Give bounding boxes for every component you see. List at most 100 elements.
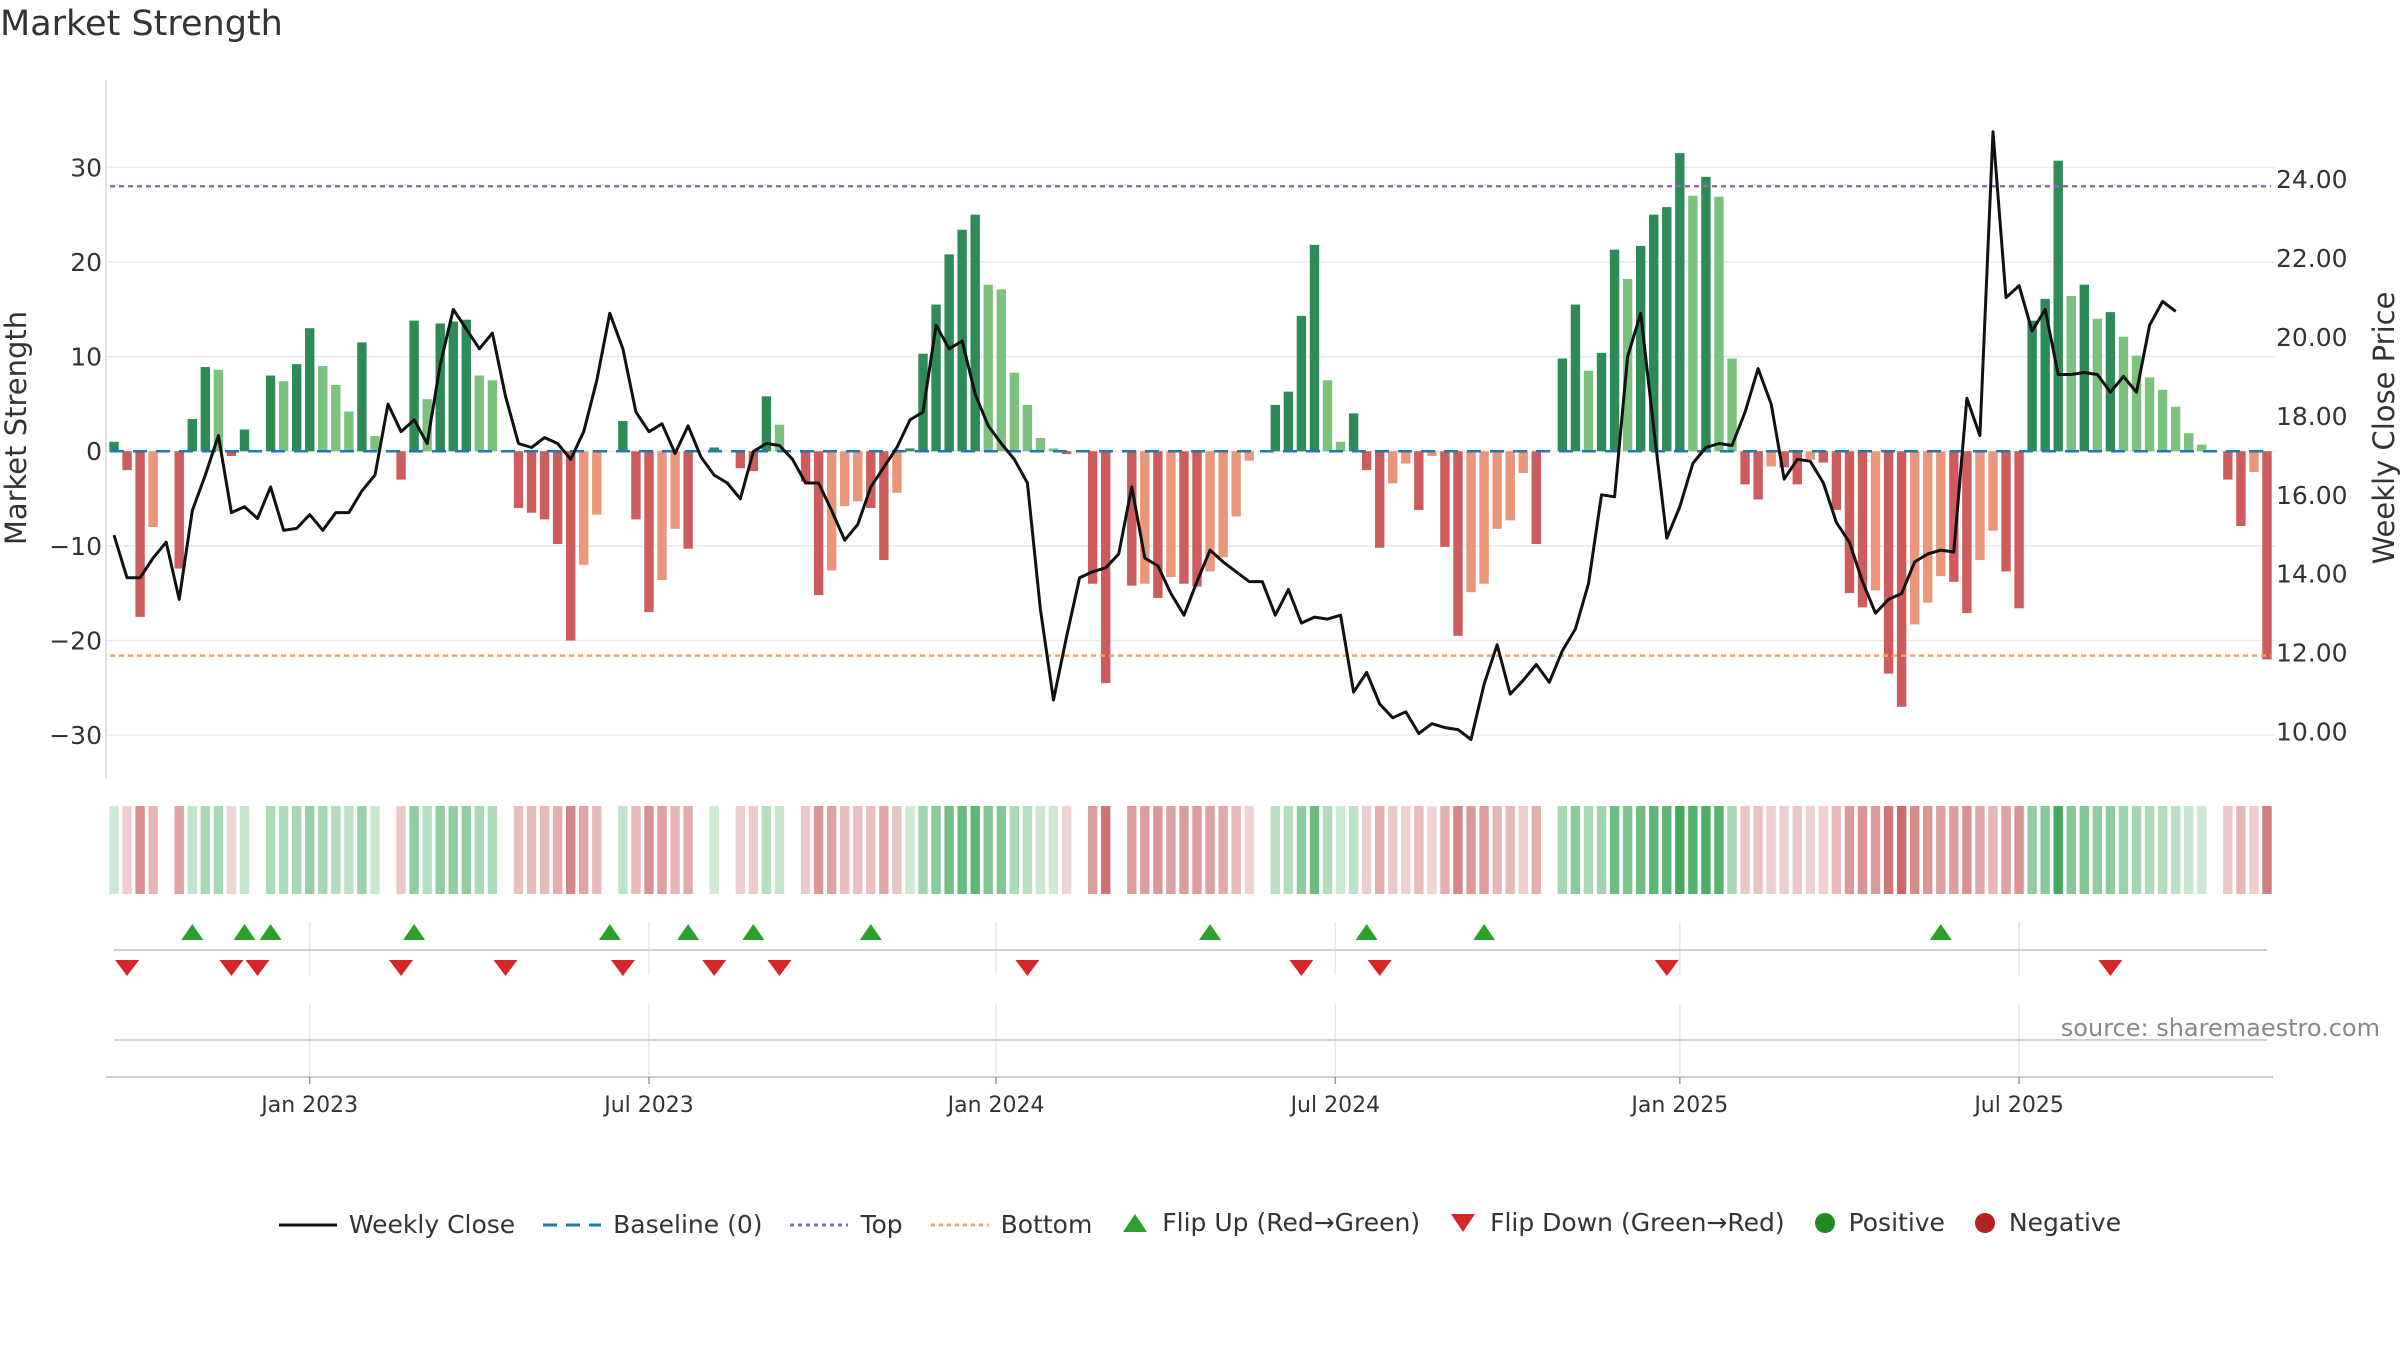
band-cell: [579, 806, 589, 894]
band-cell: [552, 806, 563, 894]
price-line-group: [112, 130, 2177, 741]
band-cell: [1818, 806, 1829, 894]
x-tick-label: Jan 2023: [259, 1093, 358, 1118]
strength-bar: [1583, 370, 1594, 452]
band-cell: [109, 806, 119, 894]
bottom-swatch: [930, 1223, 989, 1226]
strength-bar: [1557, 358, 1568, 452]
band-cell: [2079, 806, 2090, 894]
strength-bar: [2040, 298, 2050, 452]
band-cell: [1701, 806, 1711, 894]
top-swatch: [790, 1223, 849, 1226]
legend-bottom: Bottom: [930, 1210, 1092, 1239]
weekly-close-swatch: [278, 1223, 337, 1226]
strength-bar: [1231, 451, 1241, 517]
y-tick-label: 10: [70, 343, 102, 372]
y-tick-label: 20: [70, 248, 102, 277]
flip-down-marker: [219, 960, 244, 976]
strength-bar: [1388, 451, 1398, 484]
band-cell: [631, 806, 641, 894]
band-cell: [1622, 806, 1633, 894]
strength-bar: [513, 451, 524, 509]
band-cell: [226, 806, 237, 894]
band-cell: [957, 806, 967, 894]
strength-bar: [1518, 451, 1528, 473]
strength-bar: [2262, 451, 2272, 660]
band-cell: [200, 806, 211, 894]
strength-bar: [448, 321, 458, 452]
legend-positive: Positive: [1813, 1208, 1945, 1237]
band-cell: [592, 806, 602, 894]
strength-bar: [2236, 451, 2246, 526]
legend-top: Top: [790, 1210, 903, 1239]
band-cell: [435, 806, 445, 894]
band-cell: [1844, 806, 1855, 894]
flip-up-marker: [1929, 924, 1952, 940]
band-cell: [1348, 806, 1359, 894]
y2-axis-label: Weekly Close Price: [2367, 291, 2400, 565]
strength-bar: [683, 451, 693, 549]
y2-tick-label: 24.00: [2276, 165, 2348, 194]
legend: Weekly Close Baseline (0) Top Bottom Fli…: [0, 1208, 2400, 1241]
flip-down-marker: [1015, 960, 1040, 976]
strength-bar: [2105, 312, 2116, 452]
strength-bar: [1753, 451, 1763, 500]
strength-bar: [1166, 451, 1176, 578]
band-cell: [1857, 806, 1868, 894]
band-cell: [1923, 806, 1933, 894]
strength-bar: [1779, 451, 1789, 468]
band-cell: [931, 806, 941, 894]
band-cell: [1296, 806, 1307, 894]
band-cell: [305, 806, 315, 894]
band-cell: [148, 806, 158, 894]
y2-tick-label: 12.00: [2276, 639, 2348, 668]
band-cell: [813, 806, 824, 894]
flip-up-marker: [403, 924, 426, 940]
band-cell: [1896, 806, 1907, 894]
strength-bar: [2092, 318, 2103, 452]
band-cell: [735, 806, 746, 894]
legend-baseline: Baseline (0): [543, 1210, 763, 1239]
strength-bar: [1283, 391, 1294, 452]
band-cell: [1361, 806, 1372, 894]
band-cell: [892, 806, 902, 894]
flip-down-marker: [2098, 960, 2123, 976]
strength-bar: [1375, 451, 1385, 548]
band-cell: [1831, 806, 1842, 894]
y-tick-label: −10: [49, 532, 102, 561]
band-cell: [1166, 806, 1176, 894]
band-cell: [1309, 806, 1320, 894]
strength-bar: [970, 214, 980, 452]
band-cell: [2040, 806, 2050, 894]
band-cell: [1061, 806, 1072, 894]
strength-bar: [1427, 451, 1437, 456]
strength-bar: [1244, 451, 1254, 461]
band-cell: [1975, 806, 1985, 894]
strength-bar: [1505, 451, 1515, 521]
band-cell: [278, 806, 289, 894]
band-cell: [2184, 806, 2194, 894]
strength-bar: [840, 451, 850, 507]
strength-bar: [1727, 358, 1737, 452]
strength-bar: [1805, 451, 1816, 460]
strength-bar: [135, 451, 145, 617]
band-cell: [866, 806, 876, 894]
strength-bar: [813, 451, 824, 596]
band-cell: [1635, 806, 1646, 894]
strength-bar: [370, 436, 380, 452]
band-cell: [1883, 806, 1894, 894]
chart-title: Market Strength: [0, 4, 283, 44]
strength-bar: [1296, 315, 1307, 452]
band-cell: [1440, 806, 1450, 894]
band-cell: [2197, 806, 2207, 894]
flip-up-marker: [181, 924, 204, 940]
strength-bar: [174, 451, 184, 569]
strength-bar: [2184, 433, 2194, 452]
source-credit: source: sharemaestro.com: [2060, 1014, 2380, 1042]
flip-down-marker: [610, 960, 635, 976]
strength-bar: [1818, 451, 1829, 463]
band-cell: [1388, 806, 1398, 894]
strength-bar: [318, 366, 328, 452]
band-cell: [1740, 806, 1750, 894]
x-tick-label: Jul 2024: [1289, 1093, 1381, 1118]
